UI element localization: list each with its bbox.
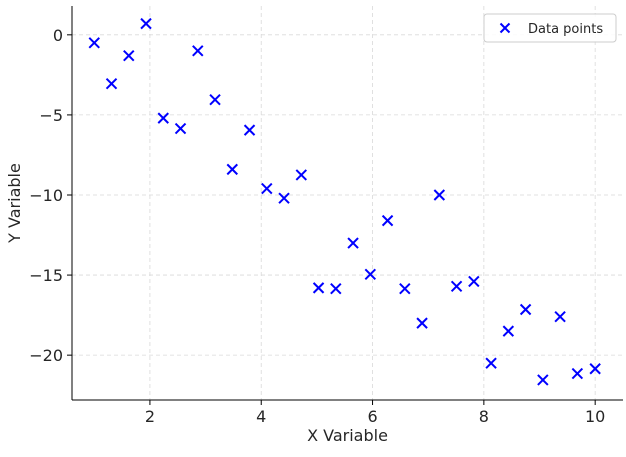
data-point: [312, 282, 325, 294]
legend: Data points: [483, 13, 617, 43]
data-point: [347, 237, 359, 249]
x-tick-label: 2: [145, 407, 155, 426]
data-point: [571, 367, 584, 380]
y-tick-label: −5: [39, 106, 63, 125]
y-tick-label: −20: [29, 346, 63, 365]
data-point: [261, 182, 273, 195]
data-point: [381, 214, 394, 227]
data-point: [278, 192, 290, 204]
data-point: [485, 357, 497, 369]
y-tick-label: −10: [29, 186, 63, 205]
y-axis-label: Y Variable: [5, 163, 24, 244]
x-tick-label: 6: [367, 407, 377, 426]
data-point: [416, 317, 428, 329]
x-tick-label: 10: [585, 407, 605, 426]
data-point: [433, 189, 446, 201]
data-point: [502, 325, 515, 337]
x-tick-label: 4: [256, 407, 266, 426]
legend-label: Data points: [528, 22, 603, 37]
data-point: [157, 112, 169, 124]
data-point: [209, 93, 221, 106]
data-point: [295, 169, 308, 181]
data-point: [519, 303, 532, 316]
grid: [72, 6, 623, 400]
data-point: [554, 311, 566, 323]
data-point: [468, 275, 480, 288]
data-point: [399, 282, 411, 295]
data-point: [123, 49, 135, 62]
data-point: [537, 374, 549, 386]
data-point: [450, 280, 463, 292]
data-point: [243, 124, 256, 136]
axes: [71, 6, 623, 401]
y-tick-label: −15: [29, 266, 63, 285]
legend-box: [483, 13, 617, 43]
data-point: [330, 282, 342, 295]
data-point: [589, 363, 601, 375]
legend-marker: [499, 22, 511, 34]
data-point: [226, 163, 238, 176]
data-point: [88, 37, 100, 49]
ticks: 2 4 6 8 10 0 −5 −10 −15 −20: [29, 26, 605, 426]
data-point: [140, 17, 152, 30]
x-axis-label: X Variable: [307, 426, 388, 445]
y-tick-label: 0: [53, 26, 63, 45]
x-tick-label: 8: [479, 407, 489, 426]
data-point: [174, 122, 187, 135]
data-points: [88, 17, 601, 386]
data-point: [364, 268, 377, 280]
data-point: [105, 77, 118, 90]
data-point: [192, 45, 204, 57]
